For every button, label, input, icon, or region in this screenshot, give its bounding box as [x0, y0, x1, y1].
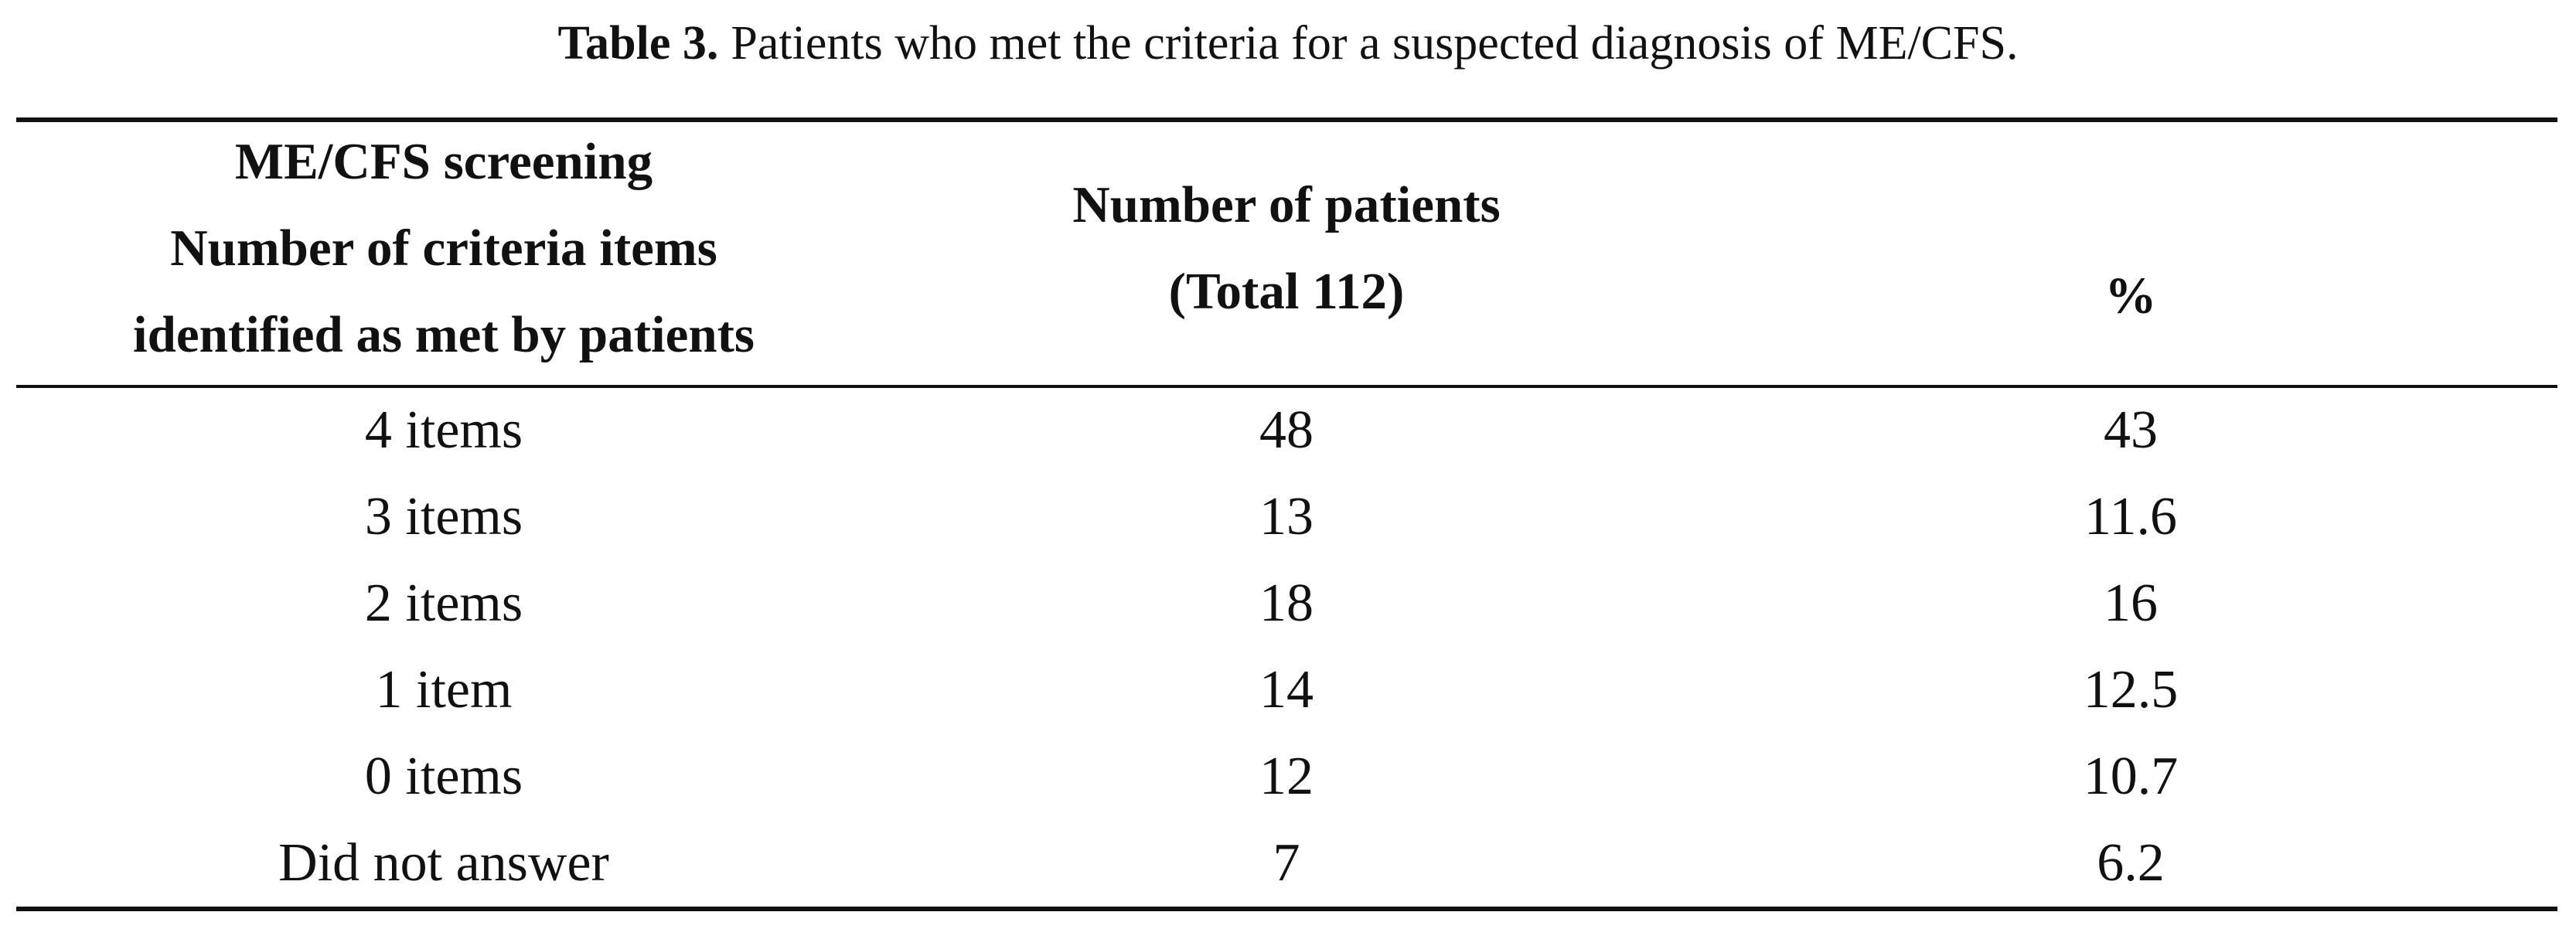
header-cell: % — [2105, 267, 2157, 324]
caption-label: Table 3. — [558, 17, 719, 70]
header-cell: Number of patients — [1072, 176, 1500, 233]
table-cell: 43 — [2104, 400, 2158, 460]
table-cell: 16 — [2104, 573, 2158, 633]
header-cell: ME/CFS screening — [235, 133, 653, 190]
table-cell: 13 — [1259, 487, 1314, 546]
table-cell: 12 — [1259, 747, 1314, 806]
table-cell: 48 — [1259, 400, 1314, 460]
table-cell: 10.7 — [2084, 747, 2179, 806]
table-cell: 12.5 — [2084, 660, 2179, 720]
header-cell: identified as met by patients — [133, 306, 755, 363]
caption-text: Patients who met the criteria for a susp… — [731, 17, 2018, 70]
table-cell: 3 items — [365, 487, 523, 546]
table-cell: 2 items — [365, 573, 523, 633]
table-cell: 14 — [1259, 660, 1314, 720]
table-cell: Did not answer — [278, 833, 609, 893]
table-cell: 11.6 — [2084, 487, 2177, 546]
header-cell: Number of criteria items — [170, 219, 717, 277]
table-caption: Table 3. Patients who met the criteria fo… — [558, 17, 2019, 70]
table-cell: 1 item — [376, 660, 513, 720]
table-cell: 6.2 — [2097, 833, 2165, 893]
table-cell: 0 items — [365, 747, 523, 806]
table-cell: 4 items — [365, 400, 523, 460]
table-cell: 7 — [1273, 833, 1300, 893]
table-cell: 18 — [1259, 573, 1314, 633]
header-cell: (Total 112) — [1169, 263, 1405, 320]
